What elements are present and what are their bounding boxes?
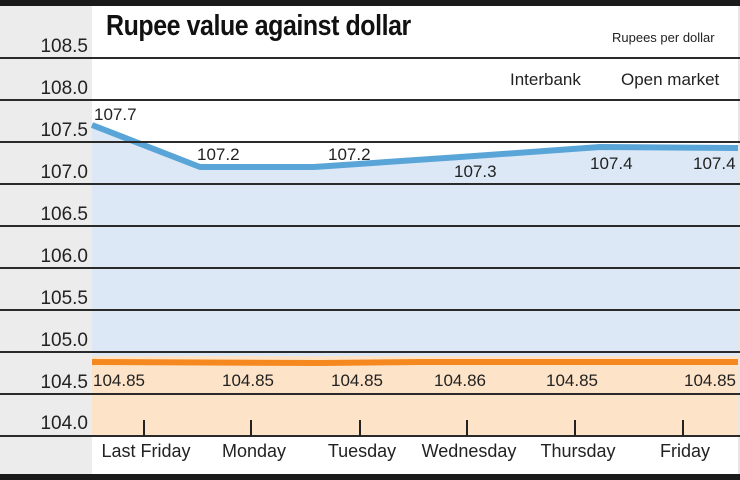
open-market-value-label: 107.2 xyxy=(197,145,240,164)
interbank-value-label: 104.85 xyxy=(222,371,274,390)
open-market-fill xyxy=(92,125,738,356)
open-market-value-label: 107.2 xyxy=(328,145,371,164)
interbank-line xyxy=(91,359,738,367)
right-edge-strip xyxy=(738,6,740,474)
interbank-value-label: 104.85 xyxy=(546,371,598,390)
open-market-line xyxy=(90,122,739,170)
open-market-value-label: 107.4 xyxy=(590,154,633,173)
top-bar xyxy=(0,0,740,6)
x-axis-label: Monday xyxy=(221,441,287,461)
x-tick xyxy=(574,420,576,436)
unit-label: Rupees per dollar xyxy=(612,30,715,45)
y-tick-label: 106.0 xyxy=(40,246,88,267)
gridline xyxy=(0,309,740,311)
interbank-value-label: 104.86 xyxy=(434,371,486,390)
x-tick xyxy=(143,420,145,436)
interbank-fill xyxy=(92,356,738,436)
x-axis-label: Tuesday xyxy=(327,441,397,461)
bottom-bar xyxy=(0,474,740,480)
chart-title: Rupee value against dollar xyxy=(106,10,411,42)
gridline xyxy=(0,351,740,353)
y-tick-label: 105.5 xyxy=(40,288,88,309)
x-axis-label: Friday xyxy=(659,441,711,461)
interbank-value-label: 104.85 xyxy=(93,371,145,390)
gridline xyxy=(0,99,740,101)
y-tick-label: 106.5 xyxy=(40,204,88,225)
x-axis-label: Wednesday xyxy=(421,441,517,461)
gridline xyxy=(0,225,740,227)
x-axis-label: Last Friday xyxy=(101,441,191,461)
y-tick-label: 105.0 xyxy=(40,330,88,351)
open-market-value-label: 107.3 xyxy=(454,162,497,181)
y-tick-label: 104.0 xyxy=(40,413,88,434)
x-tick xyxy=(359,420,361,436)
interbank-value-label: 104.85 xyxy=(684,371,736,390)
x-tick xyxy=(682,420,684,436)
gridline xyxy=(0,141,740,143)
x-tick xyxy=(250,420,252,436)
gridline xyxy=(0,435,740,437)
legend-interbank: Interbank xyxy=(510,70,581,89)
y-tick-label: 108.5 xyxy=(40,36,88,57)
y-tick-label: 104.5 xyxy=(40,372,88,393)
y-tick-label: 107.0 xyxy=(40,162,88,183)
legend-open-market: Open market xyxy=(621,70,720,89)
open-market-value-label: 107.4 xyxy=(693,154,736,173)
interbank-value-label: 104.85 xyxy=(331,371,383,390)
y-tick-label: 107.5 xyxy=(40,120,88,141)
y-tick-label: 108.0 xyxy=(40,78,88,99)
gridline xyxy=(0,183,740,185)
x-tick xyxy=(466,420,468,436)
gridline xyxy=(0,393,740,395)
y-axis-column xyxy=(0,6,92,474)
gridline xyxy=(0,267,740,269)
open-market-value-label: 107.7 xyxy=(94,105,137,124)
x-axis-label: Thursday xyxy=(540,441,616,461)
gridline xyxy=(0,57,740,59)
